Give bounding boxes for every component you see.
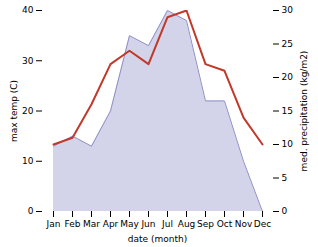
svg-text:20: 20 [22, 106, 34, 116]
svg-text:5: 5 [282, 173, 288, 183]
svg-text:date (month): date (month) [128, 234, 187, 244]
svg-text:Oct: Oct [217, 219, 233, 229]
svg-text:Dec: Dec [254, 219, 271, 229]
svg-text:Nov: Nov [235, 219, 253, 229]
svg-text:0: 0 [28, 206, 34, 216]
svg-text:10: 10 [22, 156, 34, 166]
svg-text:May: May [120, 219, 139, 229]
svg-text:0: 0 [282, 206, 288, 216]
svg-text:20: 20 [282, 72, 294, 82]
svg-text:25: 25 [282, 39, 293, 49]
svg-text:40: 40 [22, 5, 34, 15]
svg-text:Feb: Feb [65, 219, 81, 229]
svg-text:Apr: Apr [103, 219, 119, 229]
svg-text:15: 15 [282, 106, 293, 116]
svg-text:Mar: Mar [83, 219, 100, 229]
svg-text:Sep: Sep [197, 219, 214, 229]
svg-text:10: 10 [282, 139, 294, 149]
svg-text:med. precipitation (kg/m2): med. precipitation (kg/m2) [299, 51, 309, 172]
svg-text:max temp (C): max temp (C) [9, 80, 19, 142]
svg-text:Jun: Jun [140, 219, 155, 229]
svg-text:Jan: Jan [46, 219, 61, 229]
svg-text:30: 30 [22, 56, 34, 66]
svg-text:Aug: Aug [178, 219, 196, 229]
svg-text:30: 30 [282, 5, 294, 15]
svg-text:Jul: Jul [161, 219, 173, 229]
